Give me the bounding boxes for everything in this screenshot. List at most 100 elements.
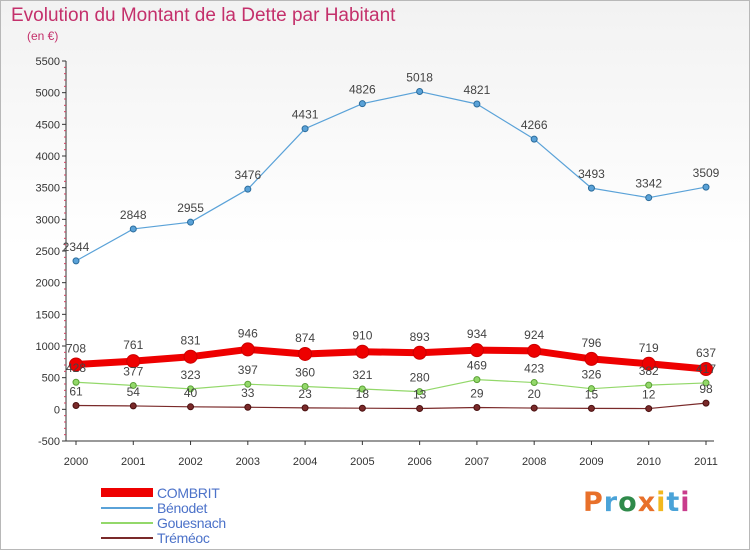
logo-letter: x [637, 487, 657, 518]
data-point-tremeoc [645, 405, 653, 413]
data-point-benodet [702, 183, 710, 191]
legend-swatch [101, 521, 153, 524]
chart-title: Evolution du Montant de la Dette par Hab… [11, 5, 396, 26]
data-point-gouesnach [702, 379, 710, 387]
data-point-combrit [126, 354, 141, 369]
series-lines [72, 90, 710, 410]
proxiti-logo: Proxiti [583, 487, 691, 518]
y-tick-label: 2500 [36, 246, 60, 258]
data-label-combrit: 719 [639, 341, 659, 355]
data-label-gouesnach: 323 [181, 368, 201, 382]
data-point-gouesnach [129, 381, 137, 389]
x-tick-label: 2001 [121, 456, 145, 468]
y-tick-label: 1500 [36, 309, 60, 321]
x-tick-label: 2010 [636, 456, 660, 468]
data-label-combrit: 796 [581, 336, 601, 350]
data-label-combrit: 910 [352, 329, 372, 343]
data-point-gouesnach [530, 379, 538, 387]
data-point-combrit [412, 345, 427, 360]
data-point-tremeoc [129, 402, 137, 410]
data-point-combrit [584, 351, 599, 366]
x-tick-label: 2009 [579, 456, 603, 468]
data-label-tremeoc: 15 [585, 387, 599, 401]
data-point-benodet [244, 185, 252, 193]
data-label-tremeoc: 12 [642, 388, 656, 402]
legend-item-benodet: Bénodet [101, 500, 226, 516]
data-label-benodet: 2848 [120, 208, 147, 222]
series-line-tremeoc [75, 402, 707, 410]
data-label-combrit: 831 [181, 334, 201, 348]
data-point-combrit [298, 346, 313, 361]
data-label-tremeoc: 13 [413, 388, 427, 402]
x-tick-label: 2006 [407, 456, 431, 468]
data-label-benodet: 3476 [234, 168, 261, 182]
data-point-tremeoc [416, 405, 424, 413]
y-tick-label: 4000 [36, 151, 60, 163]
data-label-benodet: 3509 [693, 166, 720, 180]
x-tick-label: 2008 [522, 456, 546, 468]
data-label-gouesnach: 423 [524, 362, 544, 376]
y-tick-label: 0 [54, 404, 60, 416]
data-label-tremeoc: 98 [699, 382, 713, 396]
logo-letter: r [603, 487, 619, 518]
data-point-tremeoc [587, 404, 595, 412]
data-point-tremeoc [72, 401, 80, 409]
data-label-benodet: 4431 [292, 108, 319, 122]
data-point-tremeoc [702, 399, 710, 407]
series-line-combrit [72, 345, 710, 373]
data-point-benodet [587, 184, 595, 192]
data-label-combrit: 637 [696, 346, 716, 360]
series-line-benodet [75, 90, 707, 262]
data-point-benodet [187, 218, 195, 226]
data-label-tremeoc: 23 [298, 387, 312, 401]
logo-letter: i [656, 487, 667, 518]
x-tick-label: 2004 [293, 456, 317, 468]
data-point-benodet [473, 100, 481, 108]
data-label-gouesnach: 360 [295, 366, 315, 380]
data-point-combrit [699, 361, 713, 376]
data-point-tremeoc [358, 404, 366, 412]
y-tick-label: 3500 [36, 183, 60, 195]
chart-axes: -500 0 500 1000 1500 2000 2500 3000 3500 4000 4500… [36, 56, 718, 468]
legend-swatch [101, 536, 153, 539]
data-point-gouesnach [72, 378, 80, 386]
data-point-benodet [72, 257, 80, 265]
data-point-benodet [645, 194, 653, 202]
data-label-gouesnach: 280 [410, 371, 430, 385]
y-tick-label: 3000 [36, 214, 60, 226]
data-label-tremeoc: 40 [184, 386, 198, 400]
x-tick-label: 2007 [465, 456, 489, 468]
chart-legend: COMBRIT Bénodet Gouesnach Tréméoc [101, 484, 226, 546]
data-point-gouesnach [187, 385, 195, 393]
data-point-gouesnach [301, 383, 309, 391]
legend-swatch [101, 506, 153, 509]
data-label-benodet: 5018 [406, 71, 433, 85]
data-point-gouesnach [358, 385, 366, 393]
data-point-benodet [358, 100, 366, 108]
data-label-tremeoc: 54 [127, 385, 141, 399]
data-label-combrit: 934 [467, 327, 487, 341]
data-label-tremeoc: 18 [356, 387, 370, 401]
y-tick-label: -500 [38, 436, 60, 448]
legend-item-tremeoc: Tréméoc [101, 530, 226, 546]
data-point-gouesnach [244, 380, 252, 388]
x-tick-label: 2003 [236, 456, 260, 468]
logo-letter: o [618, 487, 638, 518]
data-point-combrit [469, 343, 484, 358]
legend-label: COMBRIT [157, 484, 220, 501]
legend-swatch [101, 488, 153, 497]
data-point-combrit [641, 356, 656, 371]
y-tick-label: 500 [42, 373, 60, 385]
y-tick-label: 5000 [36, 88, 60, 100]
data-label-gouesnach: 397 [238, 363, 258, 377]
logo-letter: t [666, 487, 681, 518]
data-point-benodet [530, 135, 538, 143]
chart-subtitle: (en €) [27, 29, 59, 43]
y-tick-label: 4500 [36, 119, 60, 131]
data-point-combrit [527, 343, 542, 358]
x-tick-label: 2011 [694, 456, 718, 468]
data-label-benodet: 3342 [635, 177, 662, 191]
